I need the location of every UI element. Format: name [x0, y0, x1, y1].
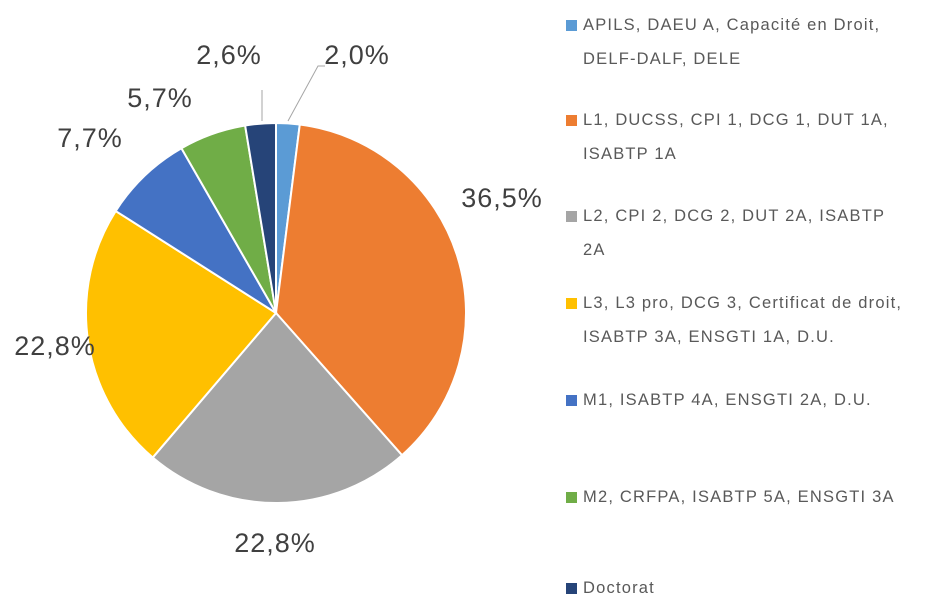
legend-item: L2, CPI 2, DCG 2, DUT 2A, ISABTP 2A — [566, 199, 911, 267]
legend-item: L3, L3 pro, DCG 3, Certificat de droit, … — [566, 286, 911, 354]
pie-slice — [85, 209, 278, 459]
data-label: 2,6% — [196, 40, 262, 70]
legend-label: M2, CRFPA, ISABTP 5A, ENSGTI 3A — [583, 488, 895, 506]
data-label: 22,8% — [14, 331, 96, 361]
data-label: 7,7% — [57, 123, 123, 153]
legend-swatch — [566, 20, 577, 31]
legend-swatch — [566, 583, 577, 594]
legend-label: L2, CPI 2, DCG 2, DUT 2A, ISABTP 2A — [583, 207, 885, 259]
legend-item: APILS, DAEU A, Capacité en Droit, DELF-D… — [566, 8, 911, 76]
legend-item: M2, CRFPA, ISABTP 5A, ENSGTI 3A — [566, 480, 911, 514]
legend-swatch — [566, 298, 577, 309]
data-label: 36,5% — [461, 183, 543, 213]
legend-item: Doctorat — [566, 571, 911, 594]
pie-slice — [243, 121, 277, 314]
legend-item: L1, DUCSS, CPI 1, DCG 1, DUT 1A, ISABTP … — [566, 103, 911, 171]
legend-label: Doctorat — [583, 579, 655, 594]
pie-slice — [151, 311, 404, 504]
data-label: 5,7% — [127, 83, 193, 113]
legend-swatch — [566, 492, 577, 503]
legend-label: APILS, DAEU A, Capacité en Droit, DELF-D… — [583, 16, 881, 68]
legend-swatch — [566, 115, 577, 126]
legend-swatch — [566, 211, 577, 222]
leader-line — [287, 65, 325, 122]
legend-label: L3, L3 pro, DCG 3, Certificat de droit, … — [583, 294, 903, 346]
pie-slice — [274, 123, 467, 457]
data-label: 2,0% — [324, 40, 390, 70]
data-label: 22,8% — [234, 528, 316, 558]
legend-item: M1, ISABTP 4A, ENSGTI 2A, D.U. — [566, 383, 911, 417]
legend-swatch — [566, 395, 577, 406]
legend-label: M1, ISABTP 4A, ENSGTI 2A, D.U. — [583, 391, 872, 409]
legend-label: L1, DUCSS, CPI 1, DCG 1, DUT 1A, ISABTP … — [583, 111, 889, 163]
